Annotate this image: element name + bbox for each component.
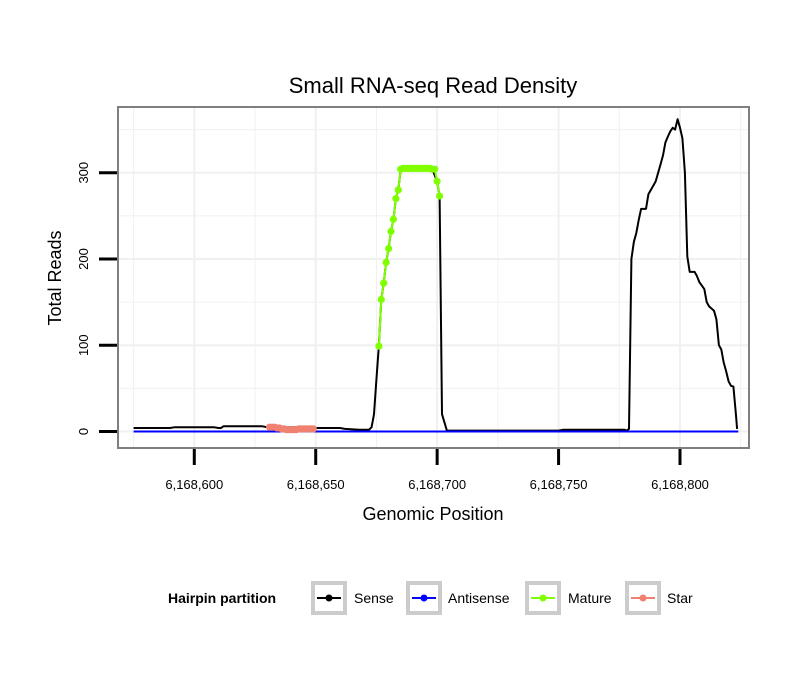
x-axis-title: Genomic Position bbox=[362, 504, 503, 524]
data-point-mature bbox=[436, 192, 444, 200]
chart-title: Small RNA-seq Read Density bbox=[289, 73, 578, 98]
y-tick-label: 200 bbox=[76, 248, 91, 270]
data-point-mature bbox=[380, 279, 388, 287]
x-tick-label: 6,168,800 bbox=[651, 477, 709, 492]
y-tick-label: 0 bbox=[76, 428, 91, 435]
legend-key-point bbox=[539, 594, 547, 602]
data-point-mature bbox=[387, 227, 395, 235]
legend-title: Hairpin partition bbox=[168, 590, 276, 606]
data-point-mature bbox=[433, 177, 441, 185]
data-point-mature bbox=[431, 165, 439, 173]
y-tick-label: 300 bbox=[76, 162, 91, 184]
plot-panel bbox=[118, 107, 749, 448]
x-tick-label: 6,168,750 bbox=[530, 477, 588, 492]
legend-label: Mature bbox=[568, 590, 612, 606]
x-tick-label: 6,168,650 bbox=[287, 477, 345, 492]
data-point-mature bbox=[392, 195, 400, 203]
data-point-mature bbox=[375, 342, 383, 350]
y-tick-label: 100 bbox=[76, 334, 91, 356]
data-point-mature bbox=[385, 245, 393, 253]
legend-label: Star bbox=[667, 590, 693, 606]
legend-label: Sense bbox=[354, 590, 394, 606]
data-point-mature bbox=[394, 186, 402, 194]
y-axis-title: Total Reads bbox=[45, 230, 65, 325]
legend-label: Antisense bbox=[448, 590, 510, 606]
data-point-star bbox=[309, 425, 317, 433]
legend: Hairpin partition Sense Antisense Mature St… bbox=[168, 581, 693, 615]
legend-key-point bbox=[420, 594, 428, 602]
x-axis: 6,168,600 6,168,650 6,168,700 6,168,750 6,16… bbox=[165, 449, 709, 492]
x-tick-label: 6,168,700 bbox=[408, 477, 466, 492]
data-point-mature bbox=[377, 295, 385, 304]
series-layer bbox=[133, 118, 739, 434]
x-tick-label: 6,168,600 bbox=[165, 477, 223, 492]
plot-frame bbox=[117, 106, 750, 449]
data-point-mature bbox=[382, 258, 390, 266]
legend-key-point bbox=[325, 594, 333, 602]
data-point-mature bbox=[389, 215, 397, 223]
legend-key-point bbox=[639, 594, 647, 602]
y-axis: 0 100 200 300 bbox=[76, 162, 117, 435]
series-line-sense bbox=[133, 118, 739, 432]
